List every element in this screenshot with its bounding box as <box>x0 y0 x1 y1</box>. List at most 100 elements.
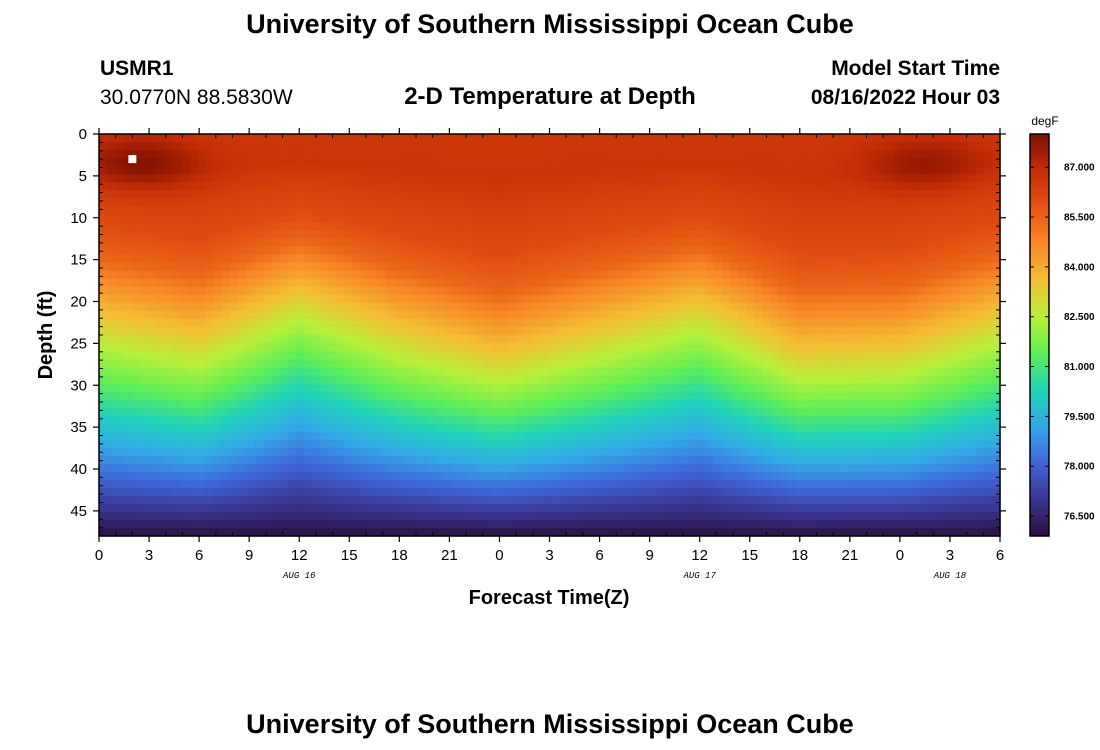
heatmap-cell <box>107 270 116 280</box>
heatmap-cell <box>483 367 493 376</box>
heatmap-cell <box>320 190 329 199</box>
heatmap-cell <box>189 270 198 280</box>
heatmap-cell <box>787 439 796 449</box>
heatmap-cell <box>303 142 313 151</box>
heatmap-cell <box>959 270 968 280</box>
heatmap-cell <box>492 310 501 320</box>
heatmap-cell <box>696 479 706 489</box>
heatmap-cell <box>246 471 256 481</box>
heatmap-cell <box>205 439 215 449</box>
heatmap-cell <box>664 407 673 416</box>
heatmap-cell <box>664 246 673 256</box>
heatmap-cell <box>754 487 764 497</box>
heatmap-cell <box>778 407 788 416</box>
heatmap-cell <box>123 439 133 449</box>
heatmap-cell <box>131 326 141 336</box>
heatmap-cell <box>287 439 297 449</box>
heatmap-cell <box>598 335 608 344</box>
heatmap-cell <box>426 206 436 215</box>
heatmap-cell <box>295 270 305 280</box>
heatmap-cell <box>369 439 379 449</box>
heatmap-cell <box>205 431 215 441</box>
heatmap-cell <box>148 359 157 368</box>
heatmap-cell <box>975 238 985 248</box>
heatmap-cell <box>402 254 411 264</box>
heatmap-cell <box>705 463 714 473</box>
heatmap-cell <box>467 198 477 207</box>
heatmap-cell <box>221 286 231 296</box>
heatmap-cell <box>238 367 248 376</box>
heatmap-cell <box>238 310 248 320</box>
heatmap-cell <box>983 278 993 288</box>
heatmap-cell <box>320 206 329 215</box>
heatmap-cell <box>385 286 395 296</box>
heatmap-cell <box>475 383 485 392</box>
heatmap-cell <box>361 294 370 304</box>
heatmap-cell <box>672 246 682 256</box>
heatmap-cell <box>623 222 633 232</box>
heatmap-cell <box>942 455 952 465</box>
heatmap-cell <box>713 222 723 232</box>
heatmap-cell <box>238 270 248 280</box>
heatmap-cell <box>434 174 444 183</box>
heatmap-cell <box>492 262 501 272</box>
heatmap-cell <box>819 455 829 465</box>
heatmap-cell <box>811 166 821 175</box>
heatmap-cell <box>426 222 436 232</box>
heatmap-cell <box>746 455 755 465</box>
heatmap-cell <box>246 278 256 288</box>
heatmap-cell <box>221 383 231 392</box>
heatmap-cell <box>868 150 878 159</box>
heatmap-cell <box>123 294 133 304</box>
heatmap-cell <box>418 343 428 352</box>
heatmap-cell <box>770 359 780 368</box>
heatmap-cell <box>868 431 878 441</box>
heatmap-cell <box>180 278 190 288</box>
heatmap-cell <box>262 326 272 336</box>
heatmap-cell <box>852 134 862 143</box>
heatmap-cell <box>967 359 977 368</box>
heatmap-cell <box>983 343 993 352</box>
heatmap-cell <box>311 407 321 416</box>
heatmap-cell <box>688 270 698 280</box>
heatmap-cell <box>836 310 845 320</box>
heatmap-cell <box>975 142 985 151</box>
heatmap-cell <box>115 182 125 191</box>
heatmap-cell <box>99 270 108 280</box>
heatmap-cell <box>696 182 706 191</box>
heatmap-cell <box>811 158 821 167</box>
heatmap-cell <box>246 150 256 159</box>
heatmap-cell <box>623 423 633 433</box>
heatmap-cell <box>639 335 649 344</box>
heatmap-cell <box>180 463 190 473</box>
heatmap-cell <box>688 431 698 441</box>
heatmap-cell <box>926 391 936 400</box>
heatmap-cell <box>877 254 886 264</box>
heatmap-cell <box>541 246 551 256</box>
heatmap-cell <box>148 254 157 264</box>
heatmap-cell <box>893 310 903 320</box>
heatmap-cell <box>983 455 993 465</box>
heatmap-cell <box>655 359 665 368</box>
heatmap-cell <box>688 455 698 465</box>
heatmap-cell <box>524 222 534 232</box>
heatmap-cell <box>451 487 460 497</box>
heatmap-cell <box>606 383 616 392</box>
heatmap-cell <box>221 399 231 408</box>
heatmap-cell <box>860 246 870 256</box>
heatmap-cell <box>598 479 608 489</box>
heatmap-cell <box>99 294 108 304</box>
heatmap-cell <box>565 415 575 425</box>
heatmap-cell <box>221 246 231 256</box>
heatmap-cell <box>107 479 116 489</box>
heatmap-cell <box>393 318 403 328</box>
heatmap-cell <box>516 407 526 416</box>
heatmap-cell <box>615 455 624 465</box>
heatmap-cell <box>959 375 968 384</box>
heatmap-cell <box>336 367 346 376</box>
heatmap-cell <box>483 254 493 264</box>
heatmap-cell <box>762 270 772 280</box>
heatmap-cell <box>959 431 968 441</box>
heatmap-cell <box>877 455 886 465</box>
heatmap-cell <box>582 463 592 473</box>
